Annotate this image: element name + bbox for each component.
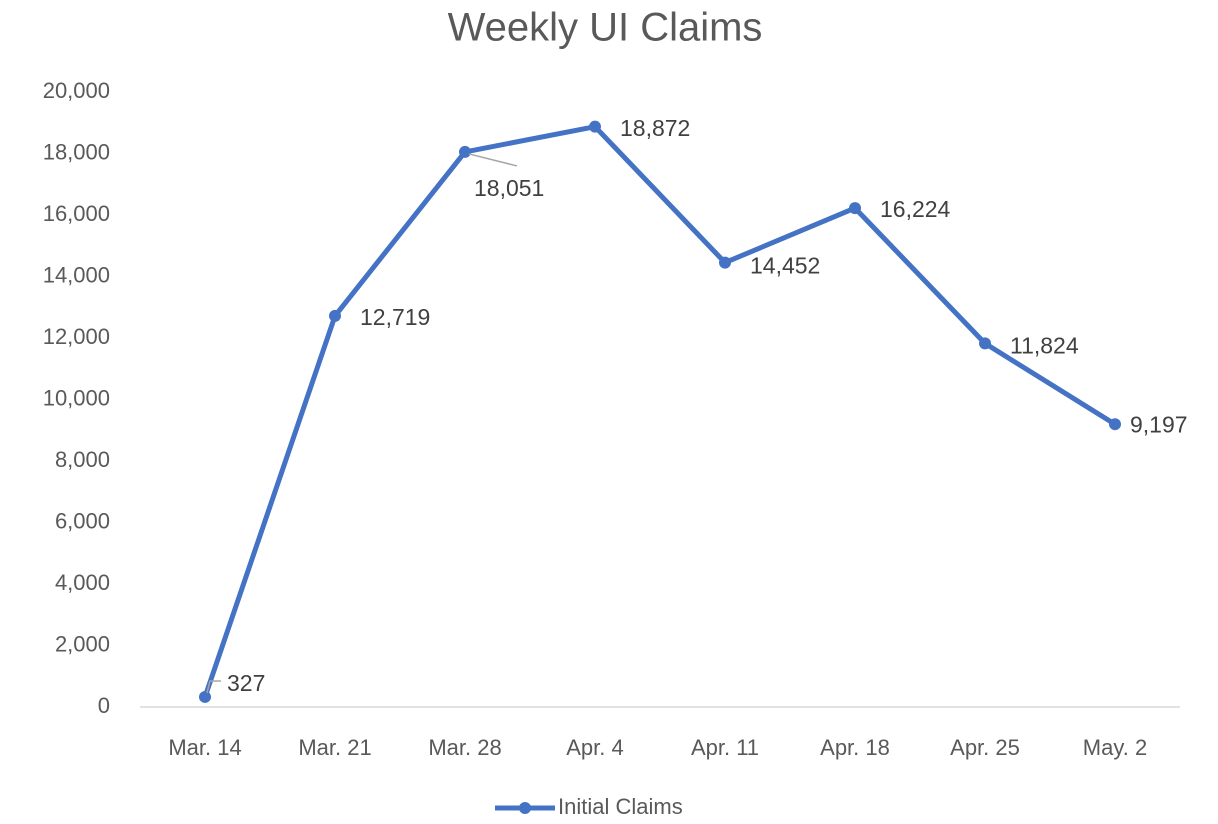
y-tick-label: 6,000 [55,508,110,533]
y-tick-label: 18,000 [43,139,110,164]
y-tick-label: 10,000 [43,385,110,410]
y-tick-label: 8,000 [55,447,110,472]
x-tick-label: Apr. 4 [566,735,623,760]
x-tick-label: Apr. 11 [691,735,759,760]
data-label: 16,224 [880,196,951,222]
chart-title: Weekly UI Claims [448,6,763,50]
y-tick-label: 4,000 [55,570,110,595]
x-tick-label: Mar. 14 [168,735,241,760]
leader-line [206,680,221,694]
point [1109,418,1121,431]
line [202,124,1117,698]
point [459,145,471,158]
x-tick-label: Apr. 25 [950,735,1020,760]
point [329,309,341,322]
leader-line [468,153,518,167]
data-label: 14,452 [750,253,820,279]
x-tick-label: Mar. 28 [428,735,501,760]
x-tick-label: Apr. 18 [820,735,890,760]
point [199,690,211,703]
y-tick-label: 2,000 [55,631,110,656]
y-tick-label: 12,000 [43,324,110,349]
point [589,120,601,133]
y-tick-label: 0 [98,693,110,718]
y-tick-label: 16,000 [43,201,110,226]
data-label: 11,824 [1010,332,1079,358]
data-label: 12,719 [360,304,430,330]
point [849,202,861,215]
x-tick-label: May. 2 [1083,735,1147,760]
point [719,256,731,269]
data-label: 9,197 [1130,411,1188,437]
data-label: 327 [227,670,265,696]
y-tick-label: 14,000 [43,262,110,287]
y-tick-label: 20,000 [43,78,110,103]
x-tick-label: Mar. 21 [298,735,371,760]
data-label: 18,051 [474,175,544,201]
data-label: 18,872 [620,115,690,141]
point [979,337,991,350]
legend-label: Initial Claims [558,794,683,819]
legend-marker [519,802,531,814]
